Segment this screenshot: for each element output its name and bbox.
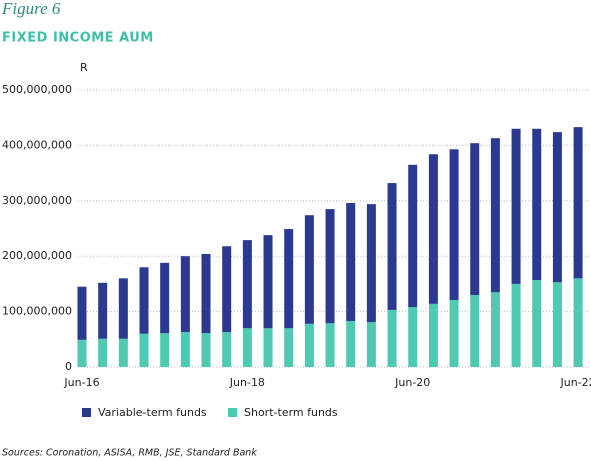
bar xyxy=(160,262,170,334)
x-tick-label: Jun-16 xyxy=(63,376,99,389)
bar xyxy=(366,322,376,367)
bar xyxy=(408,307,418,367)
bar xyxy=(511,283,521,367)
bar xyxy=(304,215,314,324)
y-tick-label: 300,000,000 xyxy=(2,194,72,207)
bar xyxy=(222,246,232,333)
bar xyxy=(201,253,211,334)
bar xyxy=(325,209,335,324)
bar xyxy=(139,267,149,334)
x-tick-label: Jun-18 xyxy=(229,376,265,389)
bar xyxy=(77,286,87,340)
bar xyxy=(222,332,232,367)
bar xyxy=(470,143,480,295)
legend-label: Variable-term funds xyxy=(98,406,207,419)
bar xyxy=(490,138,500,293)
bar xyxy=(387,183,397,310)
bar xyxy=(201,333,211,367)
bar xyxy=(118,338,128,367)
x-tick-label: Jun-22 xyxy=(560,376,591,389)
bar xyxy=(242,328,252,367)
bar xyxy=(470,294,480,367)
bar xyxy=(573,278,583,367)
y-axis-label: R xyxy=(80,61,88,74)
bar xyxy=(284,229,294,329)
bar xyxy=(98,338,108,367)
bar xyxy=(552,282,562,367)
bar xyxy=(98,282,108,339)
bar xyxy=(346,321,356,367)
bar xyxy=(552,132,562,283)
bar xyxy=(346,203,356,322)
bar xyxy=(180,256,190,333)
bar xyxy=(77,339,87,367)
bar xyxy=(449,149,459,300)
bar xyxy=(304,323,314,367)
bar xyxy=(180,332,190,367)
bar xyxy=(408,164,418,308)
bar xyxy=(387,309,397,367)
chart-title: Figure 6 xyxy=(1,0,61,18)
bar xyxy=(532,280,542,367)
bar xyxy=(284,328,294,367)
legend-swatch xyxy=(82,408,91,417)
bar xyxy=(490,292,500,367)
bar xyxy=(139,333,149,367)
bar xyxy=(573,127,583,279)
bar xyxy=(532,128,542,281)
x-tick-label: Jun-20 xyxy=(394,376,430,389)
bar xyxy=(511,128,521,284)
bar xyxy=(366,204,376,323)
legend-label: Short-term funds xyxy=(244,406,338,419)
bar xyxy=(118,278,128,339)
y-tick-label: 400,000,000 xyxy=(2,138,72,151)
y-tick-label: 200,000,000 xyxy=(2,249,72,262)
bar xyxy=(325,323,335,367)
y-tick-label: 0 xyxy=(65,360,72,373)
bar xyxy=(449,299,459,367)
y-tick-label: 100,000,000 xyxy=(2,305,72,318)
legend-swatch xyxy=(228,408,237,417)
bar xyxy=(160,333,170,367)
chart-subtitle: FIXED INCOME AUM xyxy=(2,31,154,46)
bar xyxy=(428,154,438,304)
y-tick-label: 500,000,000 xyxy=(2,83,72,96)
bar xyxy=(428,303,438,367)
bar xyxy=(242,240,252,329)
source: Sources: Coronation, ASISA, RMB, JSE, St… xyxy=(2,448,257,459)
bar xyxy=(263,235,273,329)
bar xyxy=(263,328,273,367)
